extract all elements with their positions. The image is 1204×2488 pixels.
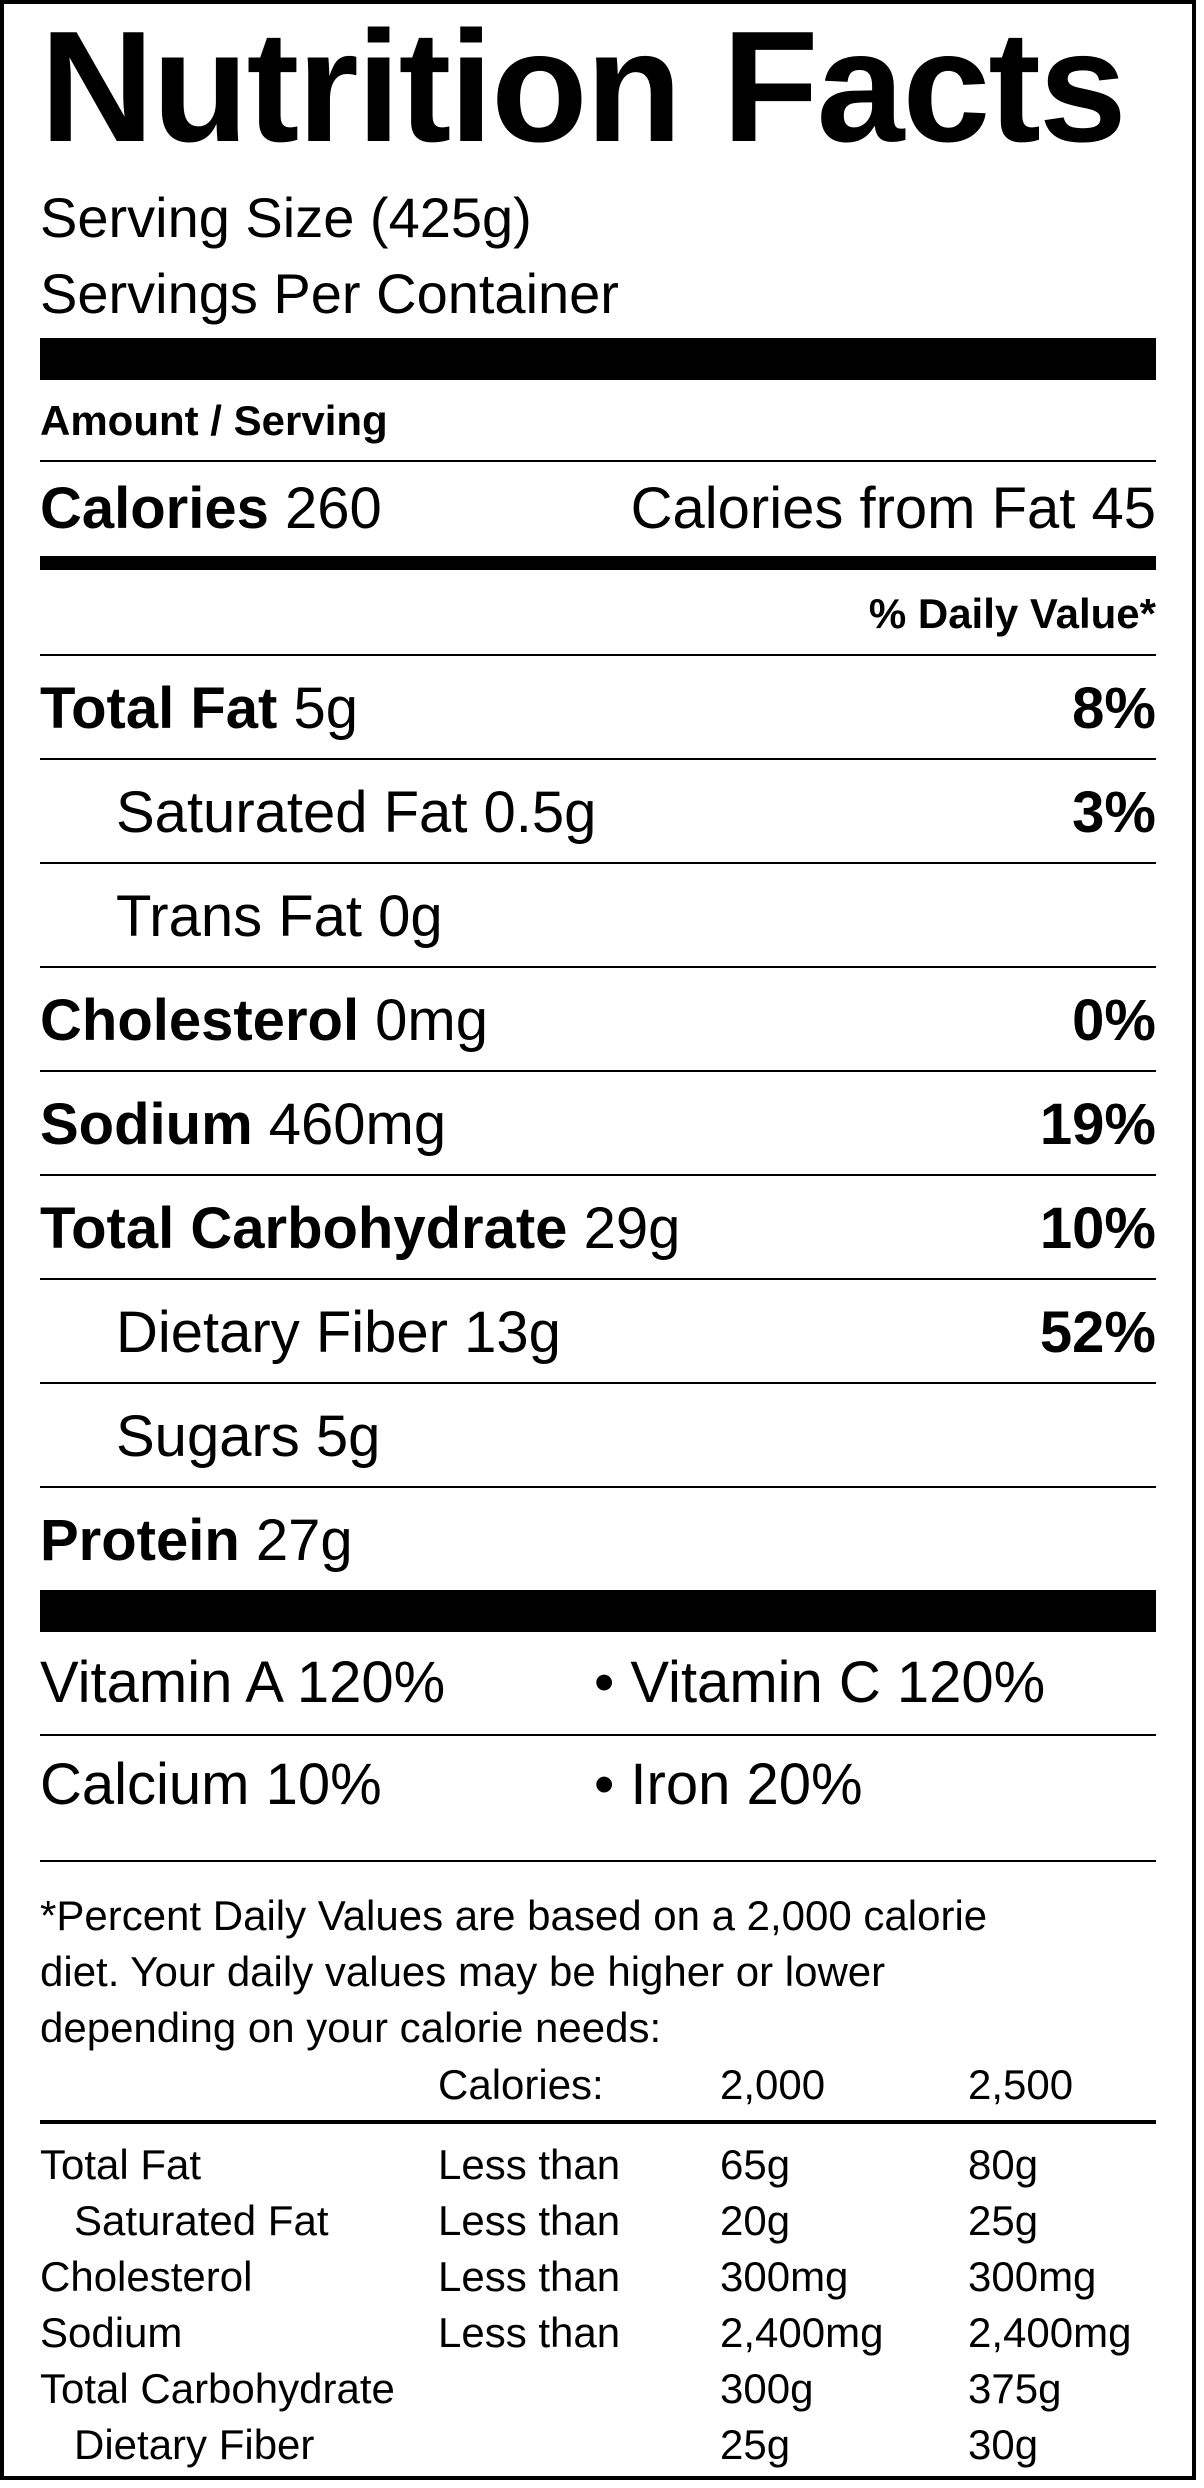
row-qualifier: Less than xyxy=(438,2141,621,2188)
divider xyxy=(40,1486,1156,1488)
divider xyxy=(40,2120,1156,2124)
vitamin-a: Vitamin A 120% xyxy=(40,1650,446,1715)
row-col1: 25g xyxy=(720,2421,791,2468)
daily-value-header: % Daily Value* xyxy=(868,590,1156,637)
mineral-row: Calcium 10% • Iron 20% xyxy=(40,1756,1156,1814)
nutrient-name: Saturated Fat xyxy=(116,780,484,845)
nutrient-row-dietary-fiber: Dietary Fiber 13g 52% xyxy=(40,1304,1156,1362)
nutrient-amount: 5g xyxy=(293,676,358,741)
row-name: Total Fat xyxy=(40,2141,202,2188)
iron: • Iron 20% xyxy=(594,1752,863,1817)
nutrient-amount: 29g xyxy=(583,1196,681,1261)
footnote-line: diet. Your daily values may be higher or… xyxy=(40,1948,886,1995)
nutrient-dv: 52% xyxy=(1039,1300,1156,1365)
divider xyxy=(40,758,1156,760)
divider xyxy=(40,1278,1156,1280)
nutrient-amount: 0mg xyxy=(375,988,488,1053)
amount-per-serving: Amount / Serving xyxy=(40,397,388,444)
row-col1: 300mg xyxy=(720,2253,849,2300)
nutrient-name: Trans Fat xyxy=(116,884,379,949)
footnote-line: depending on your calorie needs: xyxy=(40,2004,662,2051)
nutrient-amount: 0.5g xyxy=(483,780,597,845)
nutrient-amount: 0g xyxy=(378,884,443,949)
calories-col1-header: 2,000 xyxy=(720,2061,826,2108)
calories-label: Calories xyxy=(40,476,285,541)
label-title: Nutrition Facts xyxy=(40,0,1127,175)
nutrient-name: Sodium xyxy=(40,1092,269,1157)
divider xyxy=(40,1070,1156,1072)
nutrient-row-total-fat: Total Fat 5g 8% xyxy=(40,680,1156,738)
calories-row: Calories 260 Calories from Fat 45 xyxy=(40,480,1156,538)
nutrient-amount: 5g xyxy=(315,1404,381,1469)
row-col2: 300mg xyxy=(968,2253,1097,2300)
nutrient-amount: 460mg xyxy=(268,1092,447,1157)
calories-from-fat: Calories from Fat 45 xyxy=(630,476,1156,541)
row-col1: 20g xyxy=(720,2197,791,2244)
nutrient-name: Total Fat xyxy=(40,676,294,741)
row-name: Cholesterol xyxy=(40,2253,253,2300)
row-col2: 25g xyxy=(968,2197,1039,2244)
calories-value: 260 xyxy=(285,476,382,541)
nutrient-row-cholesterol: Cholesterol 0mg 0% xyxy=(40,992,1156,1050)
serving-size: Serving Size (425g) xyxy=(40,186,532,249)
nutrient-dv: 19% xyxy=(1039,1092,1156,1157)
row-col2: 2,400mg xyxy=(968,2309,1132,2356)
divider xyxy=(40,1860,1156,1862)
divider xyxy=(40,1734,1156,1736)
row-name: Total Carbohydrate xyxy=(40,2365,395,2412)
nutrient-dv: 8% xyxy=(1072,676,1156,741)
row-col1: 2,400mg xyxy=(720,2309,884,2356)
row-name: Dietary Fiber xyxy=(74,2421,315,2468)
row-col2: 80g xyxy=(968,2141,1039,2188)
row-qualifier: Less than xyxy=(438,2253,621,2300)
row-col2: 30g xyxy=(968,2421,1039,2468)
divider xyxy=(40,1382,1156,1384)
nutrient-name: Dietary Fiber xyxy=(116,1300,465,1365)
nutrient-name: Sugars xyxy=(116,1404,316,1469)
row-col2: 375g xyxy=(968,2365,1062,2412)
nutrient-dv: 10% xyxy=(1039,1196,1156,1261)
footnote-line: *Percent Daily Values are based on a 2,0… xyxy=(40,1892,988,1939)
divider xyxy=(40,966,1156,968)
nutrient-amount: 13g xyxy=(464,1300,561,1365)
row-qualifier: Less than xyxy=(438,2309,621,2356)
calcium: Calcium 10% xyxy=(40,1752,382,1817)
nutrient-row-sodium: Sodium 460mg 19% xyxy=(40,1096,1156,1154)
nutrient-name: Protein xyxy=(40,1508,256,1573)
nutrient-dv: 3% xyxy=(1072,780,1156,845)
nutrient-row-saturated-fat: Saturated Fat 0.5g 3% xyxy=(40,784,1156,842)
row-col1: 65g xyxy=(720,2141,791,2188)
calories-col2-header: 2,500 xyxy=(968,2061,1074,2108)
row-qualifier: Less than xyxy=(438,2197,621,2244)
nutrient-row-sugars: Sugars 5g xyxy=(40,1408,1156,1466)
nutrient-row-total-carbohydrate: Total Carbohydrate 29g 10% xyxy=(40,1200,1156,1258)
divider-thick xyxy=(40,1590,1156,1632)
calories-header-label: Calories: xyxy=(438,2061,604,2108)
divider-medium xyxy=(40,556,1156,570)
nutrient-amount: 27g xyxy=(255,1508,353,1573)
row-name: Saturated Fat xyxy=(74,2197,329,2244)
servings-per-container: Servings Per Container xyxy=(40,262,619,325)
footnote: *Percent Daily Values are based on a 2,0… xyxy=(40,1888,1156,2056)
nutrient-row-protein: Protein 27g xyxy=(40,1512,1156,1570)
divider xyxy=(40,460,1156,462)
vitamin-c: • Vitamin C 120% xyxy=(594,1650,1046,1715)
row-name: Sodium xyxy=(40,2309,183,2356)
divider xyxy=(40,862,1156,864)
nutrient-dv: 0% xyxy=(1072,988,1156,1053)
divider-thick xyxy=(40,338,1156,380)
nutrient-row-trans-fat: Trans Fat 0g xyxy=(40,888,1156,946)
divider xyxy=(40,1174,1156,1176)
nutrient-name: Cholesterol xyxy=(40,988,376,1053)
row-col1: 300g xyxy=(720,2365,814,2412)
vitamin-row: Vitamin A 120% • Vitamin C 120% xyxy=(40,1654,1156,1712)
divider xyxy=(40,654,1156,656)
nutrient-name: Total Carbohydrate xyxy=(40,1196,584,1261)
